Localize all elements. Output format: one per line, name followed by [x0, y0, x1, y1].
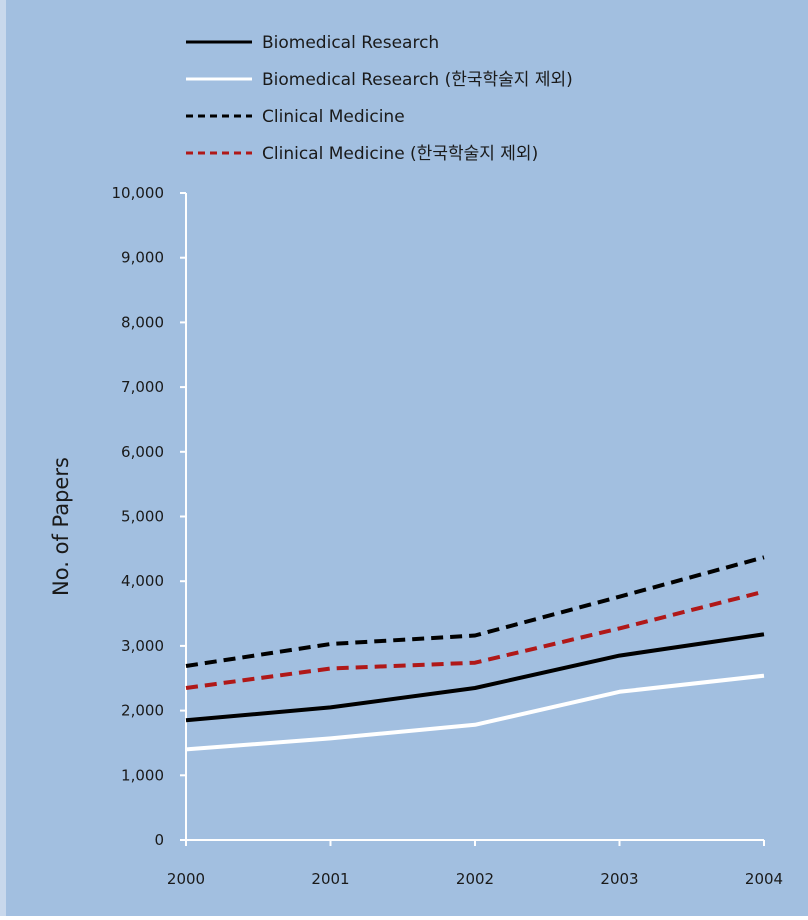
- y-tick-label: 7,000: [121, 378, 164, 396]
- y-tick-label: 1,000: [121, 766, 164, 784]
- x-tick-label: 2000: [167, 870, 205, 888]
- y-tick-label: 4,000: [121, 572, 164, 590]
- legend-label-4: Clinical Medicine (한국학술지 제외): [262, 144, 538, 164]
- series-line-4: [185, 589, 765, 690]
- y-tick-label: 5,000: [121, 508, 164, 526]
- x-tick-label: 2001: [311, 870, 349, 888]
- y-tick-label: 0: [154, 831, 164, 849]
- y-tick-label: 8,000: [121, 313, 164, 331]
- chart-left-border: [0, 0, 6, 916]
- series-line-2: [185, 673, 765, 752]
- series-lines: [185, 555, 765, 752]
- y-tick-label: 10,000: [112, 184, 165, 202]
- axes: 0 1,000 2,000 3,000 4,000 5,000 6,000 7,000 8,00…: [112, 184, 784, 888]
- x-tick-label: 2004: [745, 870, 783, 888]
- x-tick-label: 2002: [456, 870, 494, 888]
- legend: Biomedical Research Biomedical Research (…: [186, 33, 573, 164]
- y-axis-label: No. of Papers: [49, 457, 73, 596]
- y-tick-label: 6,000: [121, 443, 164, 461]
- x-tick-label: 2003: [600, 870, 638, 888]
- y-tick-label: 3,000: [121, 637, 164, 655]
- y-tick-label: 2,000: [121, 702, 164, 720]
- legend-label-2: Biomedical Research (한국학술지 제외): [262, 70, 573, 90]
- series-line-3: [185, 555, 765, 668]
- legend-label-3: Clinical Medicine: [262, 107, 405, 127]
- legend-label-1: Biomedical Research: [262, 33, 439, 53]
- y-tick-label: 9,000: [121, 249, 164, 267]
- series-line-1: [185, 632, 765, 723]
